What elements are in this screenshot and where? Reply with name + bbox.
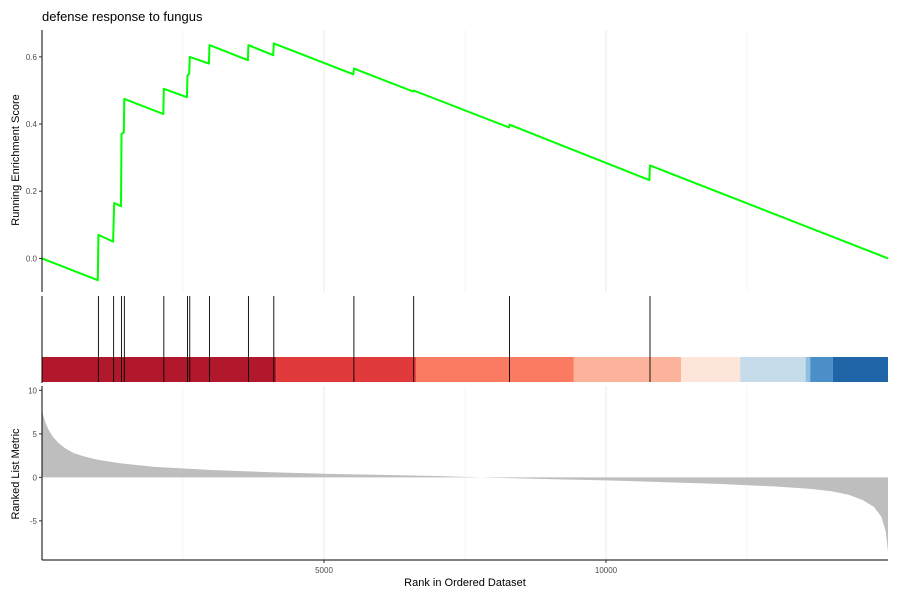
- heatmap-segment-9: [832, 357, 888, 382]
- x-tick-label: 5000: [315, 566, 333, 575]
- chart-title: defense response to fungus: [42, 9, 203, 24]
- y-tick-label-enrichment: 0.0: [26, 254, 38, 263]
- heatmap-segment-3: [415, 357, 574, 382]
- heatmap-segment-5: [681, 357, 741, 382]
- heatmap-segment-1: [42, 357, 277, 382]
- y-tick-label-ranked: 10: [28, 386, 37, 395]
- y-tick-label-enrichment: 0.4: [26, 120, 38, 129]
- y-axis-label-enrichment: Running Enrichment Score: [10, 94, 22, 225]
- x-tick-label: 10000: [595, 566, 618, 575]
- y-axis-label-ranked: Ranked List Metric: [10, 428, 22, 520]
- y-tick-label-enrichment: 0.2: [26, 187, 38, 196]
- y-tick-label-ranked: -5: [30, 517, 38, 526]
- y-tick-label-ranked: 5: [33, 430, 38, 439]
- heatmap-segment-6: [740, 357, 806, 382]
- running-enrichment-line: [41, 42, 889, 282]
- ranked-metric-area: [42, 407, 888, 552]
- y-tick-label-ranked: 0: [33, 473, 38, 482]
- heatmap-segment-7: [805, 357, 811, 382]
- x-axis-label: Rank in Ordered Dataset: [404, 577, 526, 589]
- y-tick-label-enrichment: 0.6: [26, 53, 38, 62]
- heatmap-segment-2: [276, 357, 416, 382]
- heatmap-segment-8: [810, 357, 833, 382]
- heatmap-segment-4: [573, 357, 682, 382]
